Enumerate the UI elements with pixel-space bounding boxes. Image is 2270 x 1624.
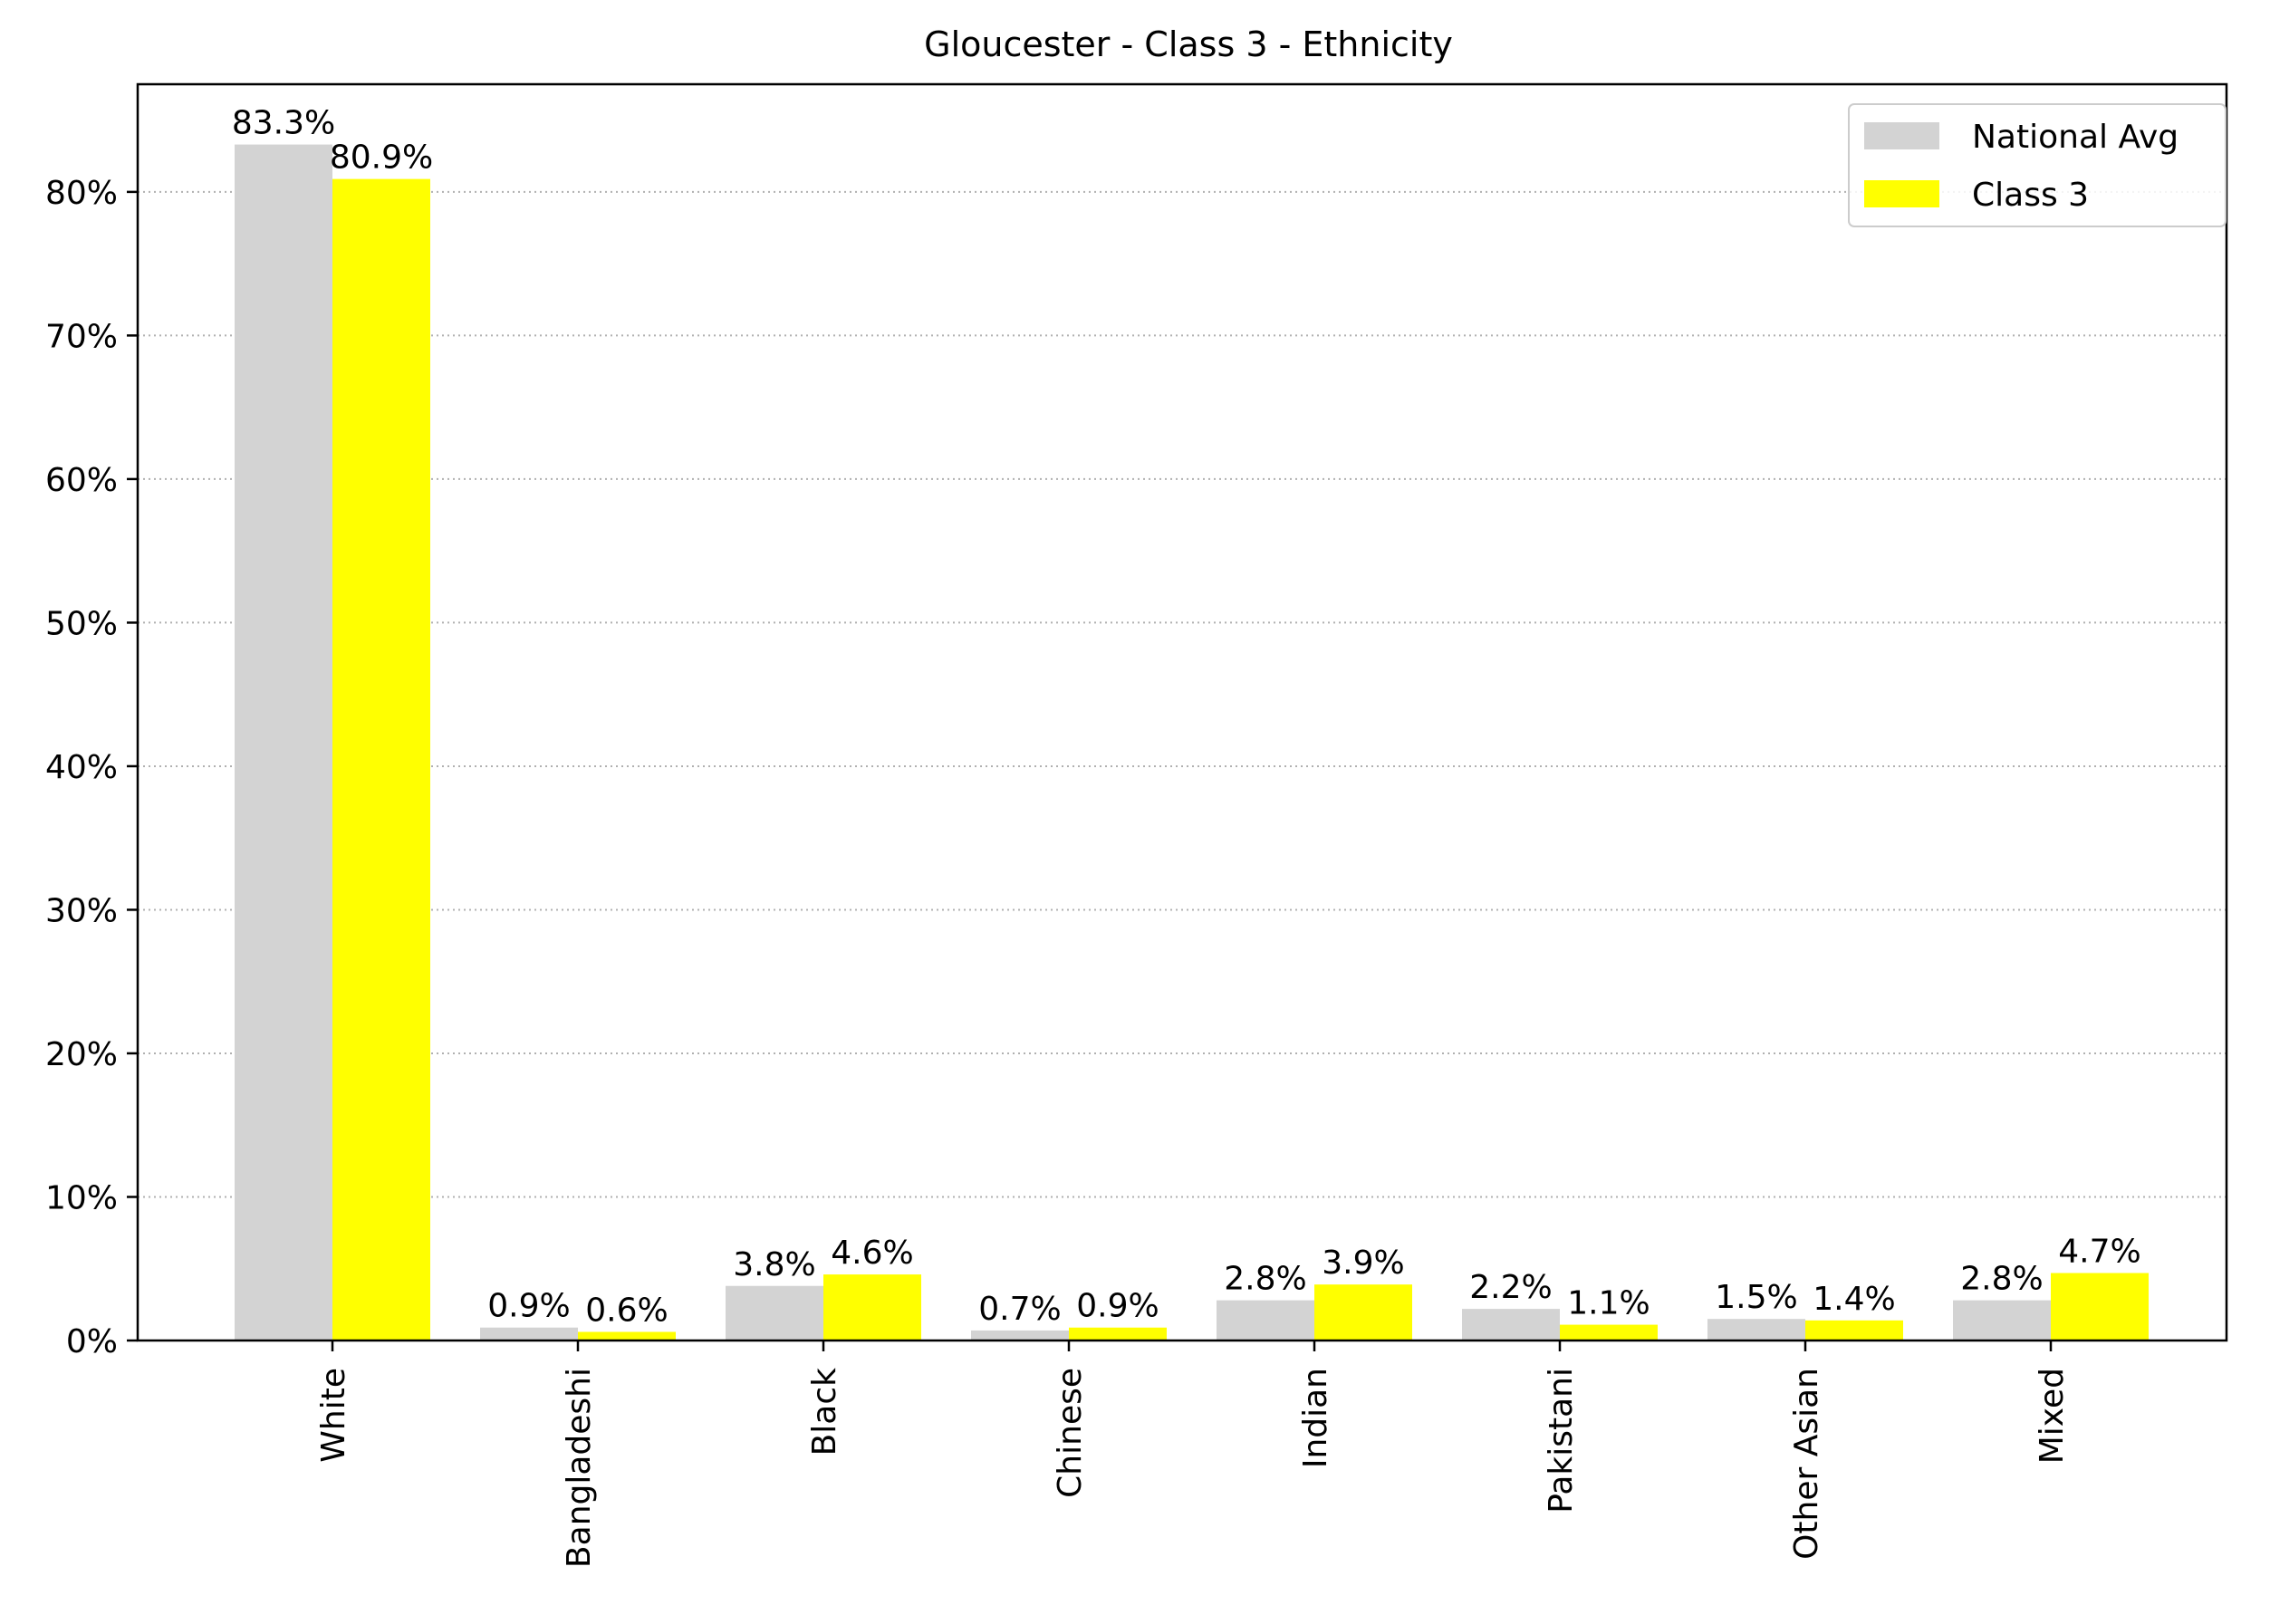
x-tick-label: Pakistani <box>1543 1368 1580 1513</box>
bar-value-label: 1.1% <box>1567 1285 1650 1322</box>
legend-label: Class 3 <box>1972 177 2089 214</box>
bar-value-label: 2.2% <box>1469 1269 1552 1306</box>
bar-value-label: 80.9% <box>330 139 433 177</box>
y-tick-label: 30% <box>45 892 118 929</box>
chart-title: Gloucester - Class 3 - Ethnicity <box>924 24 1453 64</box>
x-tick-label: Mixed <box>2034 1368 2071 1464</box>
bar-pakistani-class-3 <box>1560 1324 1658 1341</box>
bar-chinese-class-3 <box>1069 1327 1167 1341</box>
y-tick-label: 40% <box>45 749 118 786</box>
bar-value-label: 0.7% <box>978 1291 1061 1328</box>
y-tick-label: 60% <box>45 462 118 499</box>
gridlines <box>138 190 2227 1198</box>
bar-value-label: 2.8% <box>1960 1261 2043 1298</box>
bar-indian-class-3 <box>1314 1284 1412 1341</box>
bar-mixed-class-3 <box>2051 1273 2149 1341</box>
y-tick-label: 80% <box>45 175 118 212</box>
bar-value-labels: 83.3% 0.9% 3.8% 0.7% 2.8% 2.2% 1.5% 2.8% 80.9% 0.… <box>232 105 2141 1330</box>
bar-black-national-avg <box>726 1285 823 1341</box>
bar-value-label: 3.9% <box>1322 1244 1404 1282</box>
bar-black-class-3 <box>823 1274 921 1341</box>
bar-white-class-3 <box>332 178 430 1341</box>
y-tick-label: 20% <box>45 1036 118 1073</box>
y-axis: 0% 10% 20% 30% 40% 50% 60% 70% 80% <box>45 175 138 1360</box>
bar-chinese-national-avg <box>971 1330 1069 1341</box>
bar-indian-national-avg <box>1217 1300 1314 1341</box>
legend-label: National Avg <box>1972 119 2179 156</box>
bar-mixed-national-avg <box>1953 1300 2051 1341</box>
x-tick-label: Other Asian <box>1788 1368 1825 1560</box>
plot-area-frame <box>136 82 2228 1342</box>
x-tick-label: Chinese <box>1052 1368 1089 1498</box>
bar-value-label: 83.3% <box>232 105 335 142</box>
bar-value-label: 1.4% <box>1813 1281 1895 1318</box>
legend-swatch-national-avg <box>1864 122 1939 149</box>
bar-other-asian-class-3 <box>1805 1320 1903 1341</box>
x-tick-label: Indian <box>1297 1368 1334 1468</box>
bar-bangladeshi-national-avg <box>480 1327 578 1341</box>
bar-value-label: 2.8% <box>1224 1261 1306 1298</box>
y-tick-label: 10% <box>45 1179 118 1216</box>
bar-value-label: 0.9% <box>1076 1288 1159 1325</box>
y-tick-label: 0% <box>66 1323 118 1360</box>
legend-swatch-class-3 <box>1864 180 1939 207</box>
x-tick-label: Bangladeshi <box>561 1368 598 1568</box>
bar-value-label: 3.8% <box>733 1246 815 1283</box>
y-tick-label: 50% <box>45 605 118 642</box>
y-tick-label: 70% <box>45 318 118 355</box>
legend: National Avg Class 3 <box>1848 103 2227 227</box>
bar-value-label: 4.6% <box>831 1235 913 1272</box>
x-tick-label: White <box>315 1368 352 1463</box>
bar-other-asian-national-avg <box>1707 1319 1805 1341</box>
legend-box <box>1848 103 2227 227</box>
bar-value-label: 0.6% <box>585 1292 668 1329</box>
bar-pakistani-national-avg <box>1462 1309 1560 1341</box>
bar-bangladeshi-class-3 <box>578 1331 676 1341</box>
bars <box>235 144 2149 1341</box>
bar-value-label: 0.9% <box>487 1288 570 1325</box>
x-tick-label: Black <box>806 1368 843 1456</box>
bar-white-national-avg <box>235 144 332 1341</box>
bar-value-label: 1.5% <box>1715 1279 1797 1316</box>
bar-value-label: 4.7% <box>2058 1233 2140 1270</box>
x-axis: White Bangladeshi Black Chinese Indian Pakist… <box>315 1341 2071 1568</box>
